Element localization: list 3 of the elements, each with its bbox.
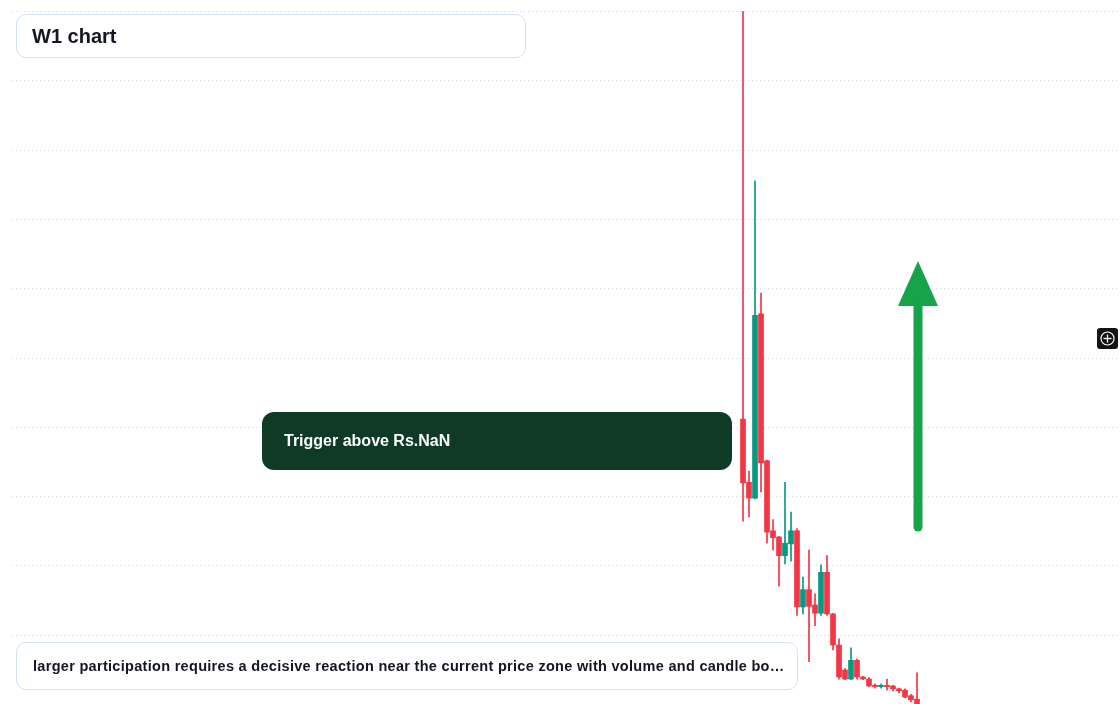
annotation: larger participation requires a decisive reaction near the current price zone with volume and candle bo… xyxy=(33,658,785,674)
text: W1 chart xyxy=(32,24,117,48)
text: Trigger above Rs.NaN xyxy=(284,432,451,450)
